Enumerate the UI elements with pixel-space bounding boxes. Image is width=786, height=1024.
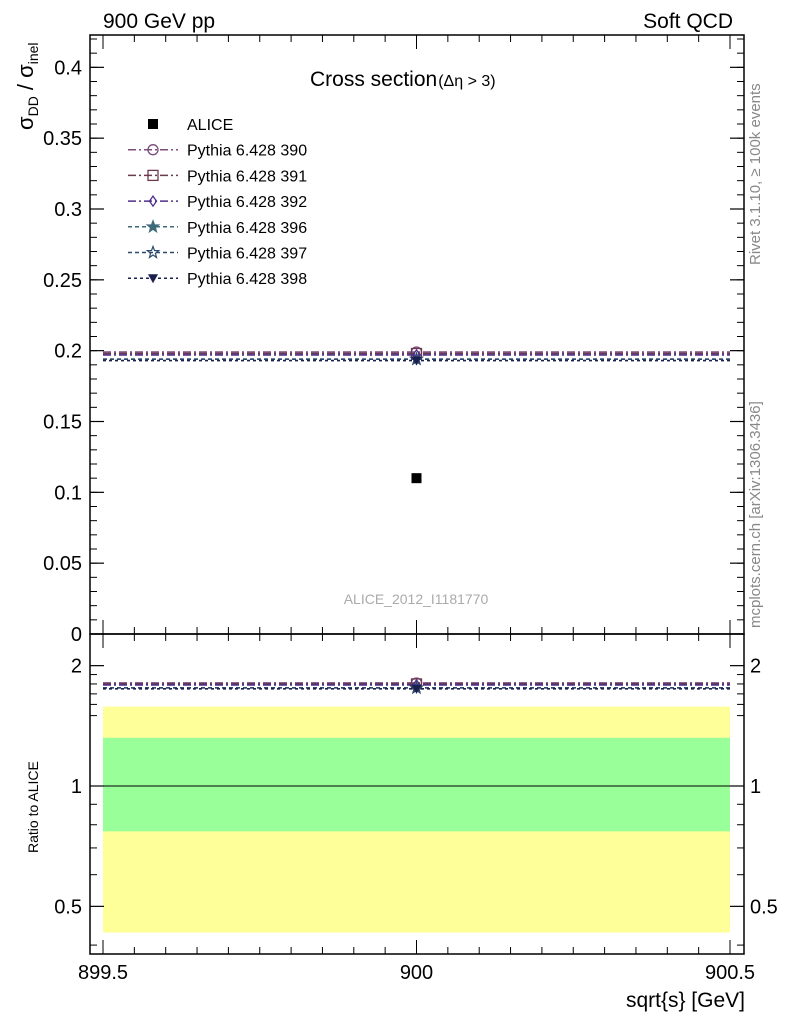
- main-y-tick-label: 0.15: [43, 412, 82, 434]
- series-point-0: [411, 473, 422, 484]
- ratio-band-1-sigma: [103, 737, 730, 832]
- legend-marker-1: [147, 144, 159, 156]
- legend-marker-6: [148, 274, 158, 284]
- main-y-tick-label: 0.1: [54, 482, 82, 504]
- x-axis-label: sqrt{s} [GeV]: [626, 989, 745, 1012]
- main-y-tick-label: 0.3: [54, 199, 82, 221]
- main-y-axis-label: σDD / σinel: [13, 42, 41, 130]
- header-beam-label: 900 GeV pp: [103, 10, 215, 33]
- ratio-y-tick-label-right: 2: [750, 656, 761, 678]
- legend-marker-0: [148, 119, 158, 129]
- main-y-tick-label: 0.2: [54, 341, 82, 363]
- y-label-sigma-2: σ: [13, 64, 38, 78]
- legend-marker-5: [145, 244, 161, 259]
- main-y-tick-label: 0.25: [43, 270, 82, 292]
- plot-title: Cross section(Δη > 3): [310, 68, 496, 91]
- x-tick-label: 899.5: [78, 962, 128, 984]
- main-y-tick-label: 0.05: [43, 553, 82, 575]
- plot-title-text: Cross section: [310, 68, 437, 91]
- rivet-version-label: Rivet 3.1.10, ≥ 100k events: [747, 83, 764, 265]
- main-y-tick-label: 0: [71, 624, 82, 646]
- ratio-y-tick-label: 1: [71, 776, 82, 798]
- y-label-sub-dd: DD: [25, 96, 41, 116]
- y-label-sub-inel: inel: [25, 42, 41, 64]
- series-point-6: [411, 356, 422, 366]
- legend-marker-3: [148, 194, 158, 208]
- legend-label-6: Pythia 6.428 398: [187, 271, 307, 288]
- ratio-series-point-5: [411, 684, 422, 694]
- legend-marker-2: [147, 169, 159, 182]
- main-y-tick-label: 0.4: [54, 57, 82, 79]
- ratio-y-tick-label: 2: [71, 656, 82, 678]
- ratio-plot-panel: 899.5 900 900.5 0.5 0.5 1 1 2 2 Ratio to ALICE s…: [25, 633, 778, 1012]
- plot-title-suffix: (Δη > 3): [438, 73, 495, 90]
- legend-label-4: Pythia 6.428 396: [187, 220, 307, 237]
- mcplots-credit-label: mcplots.cern.ch [arXiv:1306.3436]: [747, 401, 764, 628]
- ratio-y-axis-label: Ratio to ALICE: [25, 761, 41, 853]
- y-label-sigma: σ: [13, 116, 38, 130]
- legend-label-0: ALICE: [187, 117, 233, 134]
- analysis-watermark: ALICE_2012_I1181770: [344, 591, 489, 607]
- ratio-y-tick-label-right: 0.5: [750, 896, 778, 918]
- main-plot-panel: Cross section(Δη > 3) ALICE_2012_I118177…: [13, 34, 745, 646]
- legend-label-3: Pythia 6.428 392: [187, 194, 307, 211]
- legend-label-1: Pythia 6.428 390: [187, 143, 307, 160]
- ratio-y-tick-label: 0.5: [54, 896, 82, 918]
- legend-label-2: Pythia 6.428 391: [187, 168, 307, 185]
- y-label-slash: /: [13, 78, 38, 96]
- ratio-y-tick-label-right: 1: [750, 776, 761, 798]
- main-y-tick-label: 0.35: [43, 128, 82, 150]
- x-tick-label: 900.5: [705, 962, 755, 984]
- header-category-label: Soft QCD: [643, 10, 733, 33]
- legend-label-5: Pythia 6.428 397: [187, 246, 307, 263]
- x-tick-label: 900: [400, 962, 433, 984]
- legend-marker-4: [145, 219, 161, 234]
